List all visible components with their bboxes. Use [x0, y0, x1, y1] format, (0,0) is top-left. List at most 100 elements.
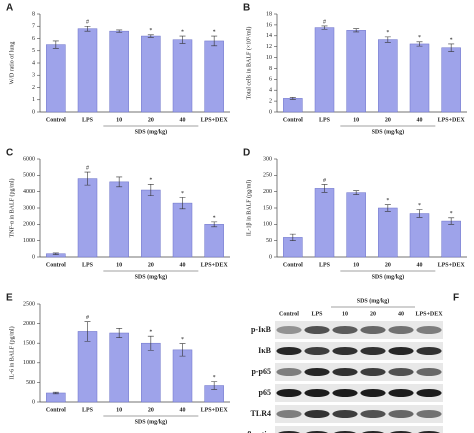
y-tick-label: 50 [266, 238, 272, 244]
significance-mark: * [181, 191, 184, 197]
x-tick-label: 10 [116, 407, 122, 413]
error-bar [416, 41, 423, 47]
blot-band [332, 389, 358, 397]
x-tick-label: 40 [417, 117, 423, 123]
error-bar [84, 171, 91, 186]
x-tick-label: LPS+DEX [201, 407, 229, 413]
significance-mark: * [418, 203, 421, 209]
blot-band [276, 347, 302, 355]
bar [346, 192, 366, 258]
x-group-label: SDS (mg/kg) [135, 418, 168, 425]
y-tick-label: 150 [263, 205, 272, 211]
bar [77, 28, 98, 113]
blot-band [304, 410, 330, 418]
blot-band [332, 368, 358, 376]
y-tick-label: 12 [266, 44, 272, 50]
significance-mark: * [386, 198, 389, 204]
x-tick-label: 10 [353, 262, 359, 268]
bar [109, 332, 129, 403]
bar [46, 392, 66, 403]
blot-column-label: 20 [370, 311, 376, 317]
error-bar [179, 343, 186, 357]
y-tick-label: 4000 [23, 189, 35, 195]
blot-band [388, 326, 414, 334]
y-tick-label: 10 [266, 55, 272, 61]
y-tick-label: 8 [269, 66, 272, 72]
x-tick-label: 40 [180, 117, 186, 123]
y-axis-label: IL-1β in BALF (pg/ml) [245, 180, 252, 236]
y-tick-label: 200 [263, 189, 272, 195]
blot-band [332, 410, 358, 418]
x-group-label: SDS (mg/kg) [135, 273, 168, 280]
error-bar [353, 28, 360, 33]
x-tick-label: Control [283, 262, 303, 268]
blot-band [360, 368, 386, 376]
bar [46, 44, 66, 113]
y-tick-label: 7 [32, 24, 35, 30]
bar [77, 178, 98, 258]
blot-row-label: p-IκB [251, 325, 272, 334]
x-tick-label: 20 [148, 262, 154, 268]
y-tick-label: 18 [266, 11, 272, 17]
error-bar [211, 381, 218, 390]
error-bar [384, 204, 391, 212]
y-tick-label: 6 [32, 36, 35, 42]
error-bar [116, 328, 123, 339]
blot-column-label: Control [279, 311, 299, 317]
significance-mark: # [86, 315, 89, 321]
significance-mark: * [418, 35, 421, 41]
significance-mark: * [450, 211, 453, 217]
x-group-label: SDS (mg/kg) [372, 273, 405, 280]
error-bar [353, 190, 360, 195]
y-tick-label: 1500 [23, 341, 35, 347]
blot-band [388, 368, 414, 376]
x-tick-label: 40 [180, 262, 186, 268]
y-tick-label: 16 [266, 22, 272, 28]
panel-label: F [453, 293, 459, 304]
y-tick-label: 5 [32, 48, 35, 54]
y-tick-label: 3000 [23, 205, 35, 211]
blot-column-label: 10 [342, 311, 348, 317]
blot-strip [275, 384, 443, 402]
error-bar [52, 252, 59, 255]
blot-band [416, 347, 442, 355]
x-tick-label: Control [283, 117, 303, 123]
x-tick-label: 20 [148, 407, 154, 413]
error-bar [179, 35, 186, 44]
x-tick-label: 10 [116, 117, 122, 123]
panel-label: E [6, 293, 13, 304]
error-bar [179, 197, 186, 210]
bar [409, 43, 430, 113]
blot-band [332, 326, 358, 334]
y-tick-label: 3 [32, 73, 35, 79]
y-tick-label: 0 [269, 109, 272, 115]
blot-band [360, 326, 386, 334]
y-tick-label: 2 [32, 85, 35, 91]
y-axis-label: Total cells in BALF (×10⁵/ml) [245, 27, 252, 100]
y-tick-label: 5000 [23, 173, 35, 179]
significance-mark: * [450, 37, 453, 43]
blot-band [332, 347, 358, 355]
significance-mark: * [181, 29, 184, 35]
blot-band [360, 410, 386, 418]
bar [409, 213, 430, 258]
y-tick-label: 6000 [23, 156, 35, 162]
x-tick-label: 20 [148, 117, 154, 123]
x-tick-label: LPS+DEX [438, 262, 466, 268]
bar [283, 98, 303, 113]
blot-column-label: 40 [398, 311, 404, 317]
x-tick-label: 40 [417, 262, 423, 268]
blot-band [276, 368, 302, 376]
significance-mark: * [149, 178, 152, 184]
x-tick-label: LPS+DEX [201, 117, 229, 123]
error-bar [289, 97, 296, 100]
error-bar [147, 34, 154, 38]
bar [109, 181, 129, 258]
bar [204, 40, 224, 113]
blot-row-label: p65 [259, 388, 271, 397]
significance-mark: * [386, 30, 389, 36]
blot-strip [275, 363, 443, 381]
significance-mark: # [86, 20, 89, 26]
blot-row-label: p-p65 [251, 367, 271, 376]
blot-band [304, 347, 330, 355]
